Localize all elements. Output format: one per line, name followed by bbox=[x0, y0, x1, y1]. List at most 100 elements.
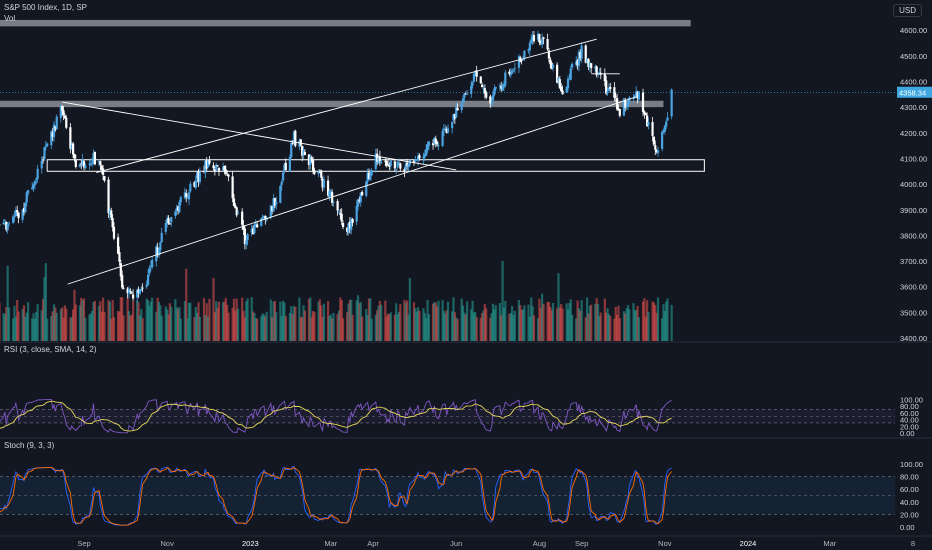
volume-bar bbox=[425, 318, 428, 341]
volume-bar bbox=[651, 301, 654, 341]
volume-bar bbox=[633, 309, 636, 341]
volume-bar bbox=[110, 318, 113, 341]
volume-bar bbox=[464, 314, 467, 341]
time-tick-label: Nov bbox=[160, 539, 174, 548]
candle-body bbox=[481, 84, 484, 88]
candle-body bbox=[647, 122, 650, 126]
volume-bar bbox=[260, 316, 263, 341]
candle-body bbox=[388, 164, 391, 167]
volume-bar bbox=[656, 297, 660, 341]
volume-bar bbox=[52, 304, 56, 341]
volume-bar bbox=[598, 316, 601, 341]
candle-body bbox=[159, 242, 162, 250]
candle-body bbox=[164, 223, 167, 232]
volume-bar bbox=[407, 314, 410, 341]
candle-body bbox=[110, 210, 113, 218]
candle-body bbox=[122, 287, 125, 289]
candle-body bbox=[508, 71, 511, 75]
currency-button[interactable]: USD bbox=[893, 4, 922, 17]
volume-bar bbox=[423, 313, 426, 341]
candle-body bbox=[22, 208, 26, 213]
volume-bar bbox=[617, 305, 620, 341]
volume-bar bbox=[208, 298, 211, 341]
candle-body bbox=[281, 172, 285, 181]
candle-body bbox=[175, 208, 178, 211]
volume-bar bbox=[189, 302, 192, 341]
last-price-label: 4358.34 bbox=[899, 88, 926, 97]
volume-bar bbox=[35, 312, 38, 341]
volume-bar bbox=[223, 301, 226, 341]
volume-bar bbox=[80, 297, 83, 341]
volume-bar bbox=[140, 308, 143, 341]
volume-bar bbox=[91, 310, 94, 341]
volume-bar bbox=[565, 303, 568, 341]
volume-bar bbox=[586, 297, 589, 341]
volume-bar bbox=[73, 289, 76, 341]
candle-body bbox=[617, 108, 620, 111]
candle-body bbox=[613, 87, 616, 98]
volume-bar bbox=[310, 317, 313, 341]
candle-body bbox=[370, 170, 373, 176]
candle-body bbox=[284, 162, 287, 171]
candle-body bbox=[317, 171, 320, 174]
volume-bar bbox=[326, 301, 330, 341]
volume-bar bbox=[175, 307, 178, 341]
candle-body bbox=[635, 91, 638, 97]
volume-bar bbox=[635, 310, 638, 341]
candle-body bbox=[236, 213, 240, 215]
candle-body bbox=[637, 91, 641, 100]
candle-body bbox=[568, 78, 571, 80]
candle-body bbox=[416, 155, 420, 161]
volume-bar bbox=[279, 301, 282, 341]
volume-bar bbox=[500, 315, 503, 341]
candle-body bbox=[444, 128, 447, 130]
volume-bar bbox=[348, 300, 351, 341]
volume-bar bbox=[538, 298, 541, 341]
volume-bar bbox=[0, 302, 1, 341]
candle-body bbox=[183, 192, 186, 199]
price-tick-label: 4500.00 bbox=[900, 52, 927, 61]
candle-body bbox=[51, 132, 54, 137]
volume-bar bbox=[511, 305, 514, 341]
volume-bar bbox=[116, 310, 120, 341]
candle-body bbox=[380, 162, 383, 163]
volume-bar bbox=[584, 317, 587, 341]
candle-body bbox=[624, 100, 627, 108]
candle-body bbox=[632, 97, 635, 99]
candle-body bbox=[302, 150, 305, 156]
volume-bar bbox=[474, 312, 477, 341]
candle-body bbox=[561, 90, 564, 95]
candle-body bbox=[446, 128, 450, 133]
candle-body bbox=[292, 131, 296, 143]
volume-bar bbox=[445, 310, 448, 341]
volume-bar bbox=[226, 304, 229, 341]
volume-bar bbox=[159, 305, 162, 341]
volume-bar bbox=[346, 312, 349, 341]
candle-body bbox=[489, 96, 492, 104]
volume-bar bbox=[194, 306, 197, 341]
candle-body bbox=[65, 117, 68, 128]
candle-body bbox=[89, 163, 92, 166]
candle-body bbox=[590, 63, 593, 68]
volume-bar bbox=[441, 300, 444, 341]
volume-bar bbox=[568, 303, 571, 341]
volume-bar bbox=[437, 300, 440, 341]
volume-bar bbox=[281, 300, 285, 341]
candle-body bbox=[174, 211, 177, 216]
volume-bar bbox=[62, 317, 65, 341]
volume-bar bbox=[442, 311, 446, 341]
candle-body bbox=[264, 216, 267, 220]
candle-body bbox=[493, 88, 496, 95]
volume-bar bbox=[174, 299, 177, 341]
volume-bar bbox=[481, 313, 484, 341]
candle-body bbox=[329, 191, 332, 193]
volume-bar bbox=[571, 314, 574, 341]
candle-body bbox=[54, 126, 57, 130]
volume-bar bbox=[613, 318, 616, 341]
candle-body bbox=[119, 263, 122, 277]
candle-body bbox=[149, 265, 152, 268]
candle-body bbox=[194, 180, 197, 188]
candle-body bbox=[157, 248, 161, 256]
volume-bar bbox=[215, 301, 218, 341]
candle-body bbox=[326, 180, 330, 196]
